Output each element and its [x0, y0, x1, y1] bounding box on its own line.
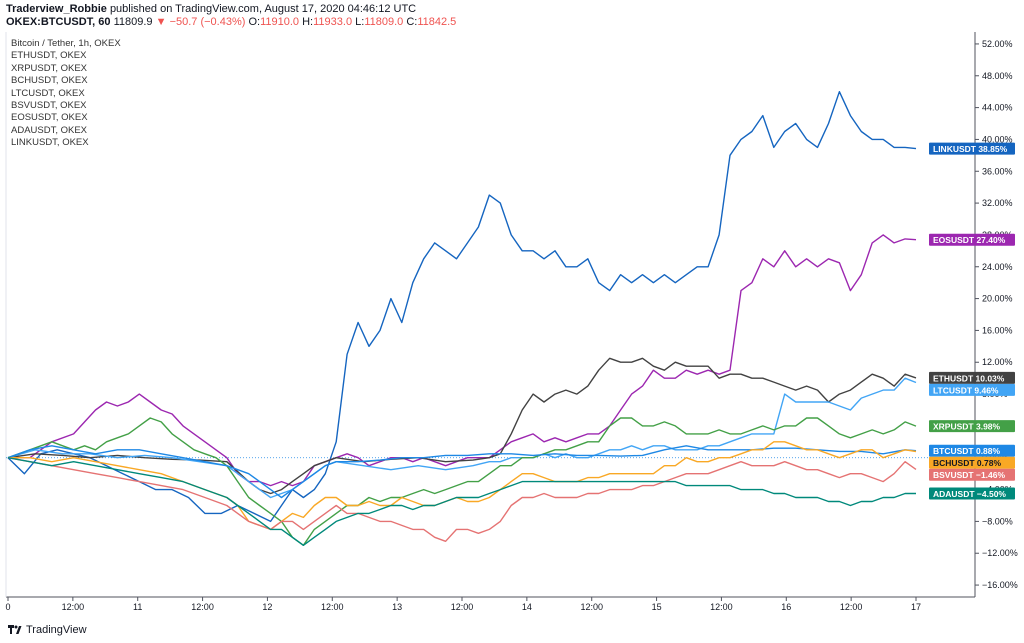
- y-tick-label: −8.00%: [982, 516, 1013, 526]
- last-value-badge-adausdt: [929, 487, 1015, 500]
- y-tick-label: 12.00%: [982, 357, 1013, 367]
- last-value-text-bsvusdt: BSVUSDT −1.46%: [933, 470, 1005, 480]
- last-value-text-linkusdt: LINKUSDT 38.85%: [933, 144, 1008, 154]
- legend-item[interactable]: ADAUSDT, OKEX: [11, 124, 88, 136]
- low-label: L:: [355, 16, 365, 28]
- x-tick-label: 14: [522, 602, 532, 612]
- last-value-badge-xrpusdt: [929, 420, 1015, 433]
- legend-item[interactable]: LINKUSDT, OKEX: [11, 137, 89, 149]
- last-value-badge-linkusdt: [929, 142, 1015, 155]
- open-value: 11910.0: [260, 16, 300, 28]
- y-tick-label: 36.00%: [982, 166, 1013, 176]
- last-value-badge-bchusdt: [929, 456, 1015, 469]
- x-tick-label: 12: [262, 602, 272, 612]
- low-value: 11809.0: [364, 16, 404, 28]
- y-tick-label: 40.00%: [982, 134, 1013, 144]
- last-value-badge-bsvusdt: [929, 468, 1015, 481]
- last-value-text-bchusdt: BCHUSDT 0.78%: [933, 458, 1001, 468]
- legend-item[interactable]: Bitcoin / Tether, 1h, OKEX: [11, 38, 121, 49]
- last-value-text-adausdt: ADAUSDT −4.50%: [933, 489, 1006, 499]
- x-tick-label: 12:00: [840, 602, 863, 612]
- x-tick-label: 12:00: [451, 602, 474, 612]
- y-tick-label: 44.00%: [982, 103, 1013, 113]
- x-tick-label: 15: [652, 602, 662, 612]
- x-tick-label: 12:00: [710, 602, 733, 612]
- x-tick-label: 11: [133, 602, 142, 612]
- legend-item[interactable]: LTCUSDT, OKEX: [11, 87, 85, 99]
- open-label: O:: [248, 16, 261, 28]
- x-tick-label: 17: [911, 602, 921, 612]
- legend-item[interactable]: EOSUSDT, OKEX: [11, 112, 88, 124]
- tradingview-logo-icon: [8, 625, 22, 634]
- y-tick-label: 52.00%: [982, 39, 1013, 49]
- publish-info: Traderview_Robbie published on TradingVi…: [6, 3, 416, 15]
- high-value: 11933.0: [313, 16, 353, 28]
- legend-item[interactable]: XRPUSDT, OKEX: [11, 62, 88, 74]
- close-label: C:: [406, 16, 418, 28]
- y-tick-label: 20.00%: [982, 294, 1013, 304]
- y-tick-label: −12.00%: [982, 548, 1018, 558]
- y-tick-label: −16.00%: [982, 580, 1018, 590]
- x-tick-label: 12:00: [321, 602, 344, 612]
- author-name[interactable]: Traderview_Robbie: [6, 3, 107, 15]
- brand-name: TradingView: [26, 624, 87, 636]
- x-tick-label: 12:00: [191, 602, 214, 612]
- last-value-text-eosusdt: EOSUSDT 27.40%: [933, 235, 1006, 245]
- last-value-badge-ltcusdt: [929, 383, 1015, 396]
- series-line-bsvusdt[interactable]: [7, 457, 917, 542]
- last-value-badge-btcusdt: [929, 444, 1015, 457]
- legend-item[interactable]: BCHUSDT, OKEX: [11, 75, 88, 87]
- comparison-chart[interactable]: 52.00%48.00%44.00%40.00%36.00%32.00%28.0…: [0, 0, 1024, 622]
- y-tick-label: 24.00%: [982, 262, 1013, 272]
- series-line-eosusdt[interactable]: [8, 234, 917, 487]
- symbol-label: OKEX:BTCUSDT, 60: [6, 16, 111, 28]
- high-label: H:: [302, 16, 314, 28]
- change-arrow-icon: ▼: [155, 16, 167, 28]
- x-tick-label: 12:00: [62, 602, 85, 612]
- last-value-badge-ethusdt: [929, 371, 1015, 384]
- ohlc-bar: OKEX:BTCUSDT, 60 11809.9 ▼ −50.7 (−0.43%…: [6, 16, 456, 28]
- last-value-text-ltcusdt: LTCUSDT 9.46%: [933, 385, 999, 395]
- footer-brand[interactable]: TradingView: [8, 624, 87, 636]
- x-tick-label: 16: [781, 602, 791, 612]
- last-value-text-ethusdt: ETHUSDT 10.03%: [933, 373, 1005, 383]
- legend-item[interactable]: ETHUSDT, OKEX: [11, 50, 87, 62]
- legend-item[interactable]: BSVUSDT, OKEX: [11, 100, 87, 112]
- last-value-text-xrpusdt: XRPUSDT 3.98%: [933, 422, 1001, 432]
- series-line-linkusdt[interactable]: [7, 91, 917, 523]
- x-tick-label: 0: [5, 602, 10, 612]
- y-tick-label: 16.00%: [982, 325, 1013, 335]
- last-value-text-btcusdt: BTCUSDT 0.88%: [933, 446, 1001, 456]
- y-tick-label: 32.00%: [982, 198, 1013, 208]
- series-line-btcusdt[interactable]: [7, 445, 917, 499]
- x-tick-label: 13: [392, 602, 402, 612]
- publish-text: published on TradingView.com, August 17,…: [109, 3, 417, 15]
- series-line-ltcusdt[interactable]: [7, 377, 917, 499]
- close-value: 11842.5: [417, 16, 457, 28]
- change-value: −50.7 (−0.43%): [169, 16, 246, 28]
- series-line-ethusdt[interactable]: [7, 357, 917, 495]
- series-line-adausdt[interactable]: [7, 457, 916, 546]
- y-tick-label: 48.00%: [982, 71, 1013, 81]
- series-line-xrpusdt[interactable]: [7, 417, 917, 546]
- x-tick-label: 12:00: [580, 602, 603, 612]
- series-legend: Bitcoin / Tether, 1h, OKEX ETHUSDT, OKEX…: [11, 38, 121, 150]
- last-value-badge-eosusdt: [929, 233, 1015, 246]
- last-price: 11809.9: [113, 16, 153, 28]
